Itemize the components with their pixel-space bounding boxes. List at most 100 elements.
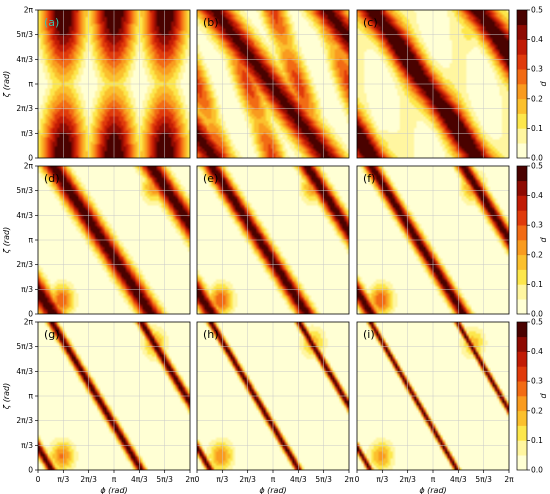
x-tick-label: 4π/3 <box>450 475 467 484</box>
colorbar-segment <box>517 455 527 471</box>
panel-label: (f) <box>363 172 375 185</box>
panel-b: (b) <box>196 9 350 159</box>
colorbar-segment <box>517 10 527 26</box>
colorbar-segment <box>517 254 527 270</box>
y-tick-label: π/3 <box>21 129 33 138</box>
colorbar-tick-label: 0.1 <box>531 280 543 289</box>
x-axis-label: ϕ (rad) <box>100 486 127 494</box>
x-tick-label: 4π/3 <box>290 475 307 484</box>
x-tick-label: 2π <box>504 475 514 484</box>
y-tick-label: π <box>28 80 33 89</box>
colorbar-segment <box>517 54 527 70</box>
x-tick-label: 0 <box>355 475 360 484</box>
panel-frame <box>356 165 510 315</box>
colorbar-tick-label: 0.1 <box>531 124 543 133</box>
y-axis-label: ζ (rad) <box>2 71 11 98</box>
colorbar-tick-label: 0.4 <box>531 347 543 356</box>
colorbar-segment <box>517 381 527 397</box>
colorbar-segment <box>517 39 527 55</box>
y-tick-label: 5π/3 <box>16 186 33 195</box>
axis-labels-group: ζ (rad) ζ (rad) ζ (rad) ϕ (rad) ϕ (rad) ϕ (ra… <box>2 71 447 494</box>
colorbar-segment <box>517 322 527 338</box>
colorbar-segment <box>517 69 527 85</box>
colorbar-tick-label: 0.5 <box>531 318 543 327</box>
colorbar-segment <box>517 195 527 211</box>
panel-i: (i) 0 π/3 2π/3 π 4π/3 5π/3 2π <box>355 321 514 484</box>
y-tick-label: 0 <box>28 466 33 475</box>
colorbar-segment <box>517 336 527 352</box>
x-tick-label: π <box>271 475 276 484</box>
colorbar-segment <box>517 84 527 100</box>
colorbar-label: d <box>539 237 548 243</box>
colorbar-tick-label: 0.0 <box>531 154 543 163</box>
y-tick-label: π <box>28 236 33 245</box>
colorbar-segment <box>517 284 527 300</box>
colorbar-segment <box>517 210 527 226</box>
x-tick-label: 2π/3 <box>399 475 416 484</box>
x-axis-label: ϕ (rad) <box>419 486 446 494</box>
colorbar-tick-label: 0.3 <box>531 221 543 230</box>
colorbar-segment <box>517 98 527 114</box>
panel-frame <box>196 9 350 159</box>
colorbar-frame <box>516 321 528 471</box>
x-tick-label: 0 <box>36 475 41 484</box>
x-tick-label: π/3 <box>216 475 228 484</box>
colorbar-segment <box>517 24 527 40</box>
x-tick-label: 5π/3 <box>156 475 173 484</box>
y-tick-label: 2π <box>24 318 34 327</box>
colorbar-segment <box>517 440 527 456</box>
colorbar-tick-label: 0.5 <box>531 162 543 171</box>
x-tick-label: 2π <box>344 475 354 484</box>
colorbar-tick-label: 0.3 <box>531 65 543 74</box>
panel-label: (e) <box>203 172 218 185</box>
colorbar: 0.0 0.1 0.2 0.3 0.4 0.5 d <box>516 6 548 163</box>
colorbar-tick-label: 0.0 <box>531 466 543 475</box>
colorbar-segment <box>517 425 527 441</box>
colorbar-segment <box>517 396 527 412</box>
panel-f: (f) <box>356 165 510 315</box>
x-tick-label: 0 <box>195 475 200 484</box>
panel-c: (c) <box>356 9 510 159</box>
panel-g: (g) 0 π/3 2π/3 π 4π/3 5π/3 2π 0 π/3 2π/3 π 4π/3 5π/3 2… <box>16 318 195 485</box>
panel-d: (d) 0 π/3 2π/3 π 4π/3 5π/3 2π <box>16 162 191 319</box>
x-tick-label: π <box>431 475 436 484</box>
x-tick-label: π/3 <box>57 475 69 484</box>
colorbar-segment <box>517 410 527 426</box>
colorbar-tick-label: 0.2 <box>531 94 543 103</box>
y-axis-label: ζ (rad) <box>2 383 11 410</box>
y-tick-label: 2π/3 <box>16 104 33 113</box>
colorbar-segment <box>517 351 527 367</box>
y-tick-label: 0 <box>28 310 33 319</box>
x-tick-label: 2π/3 <box>239 475 256 484</box>
y-tick-label: π <box>28 392 33 401</box>
colorbar-segment <box>517 240 527 256</box>
y-tick-label: 0 <box>28 154 33 163</box>
y-axis-label: ζ (rad) <box>2 227 11 254</box>
colorbar-tick-label: 0.3 <box>531 377 543 386</box>
panel-label: (d) <box>44 172 60 185</box>
panel-h: (h) 0 π/3 2π/3 π 4π/3 5π/3 2π <box>195 321 354 484</box>
colorbar-tick-label: 0.2 <box>531 250 543 259</box>
y-tick-label: 2π/3 <box>16 416 33 425</box>
colorbars-group: 0.0 0.1 0.2 0.3 0.4 0.5 d 0.0 0.1 0.2 0.3 0.4 0.5 d 0.… <box>516 6 548 475</box>
panel-label: (a) <box>44 16 59 29</box>
colorbar-label: d <box>539 393 548 399</box>
x-tick-label: π/3 <box>376 475 388 484</box>
colorbar-tick-label: 0.5 <box>531 6 543 15</box>
x-tick-label: 2π/3 <box>80 475 97 484</box>
colorbar: 0.0 0.1 0.2 0.3 0.4 0.5 d <box>516 318 548 475</box>
x-tick-label: π <box>112 475 117 484</box>
y-tick-label: 4π/3 <box>16 211 33 220</box>
colorbar-segment <box>517 128 527 144</box>
panels-group: (a) 0 π/3 2π/3 π 4π/3 5π/3 2π (b) (c) (d) 0 π/3 2π/3 π… <box>16 6 514 485</box>
colorbar-segment <box>517 299 527 315</box>
panel-label: (i) <box>363 328 375 341</box>
y-tick-label: π/3 <box>21 285 33 294</box>
colorbar-tick-label: 0.4 <box>531 191 543 200</box>
x-tick-label: 5π/3 <box>475 475 492 484</box>
colorbar-segment <box>517 180 527 196</box>
colorbar-tick-label: 0.4 <box>531 35 543 44</box>
panel-frame <box>196 165 350 315</box>
colorbar-segment <box>517 166 527 182</box>
panel-label: (b) <box>203 16 219 29</box>
